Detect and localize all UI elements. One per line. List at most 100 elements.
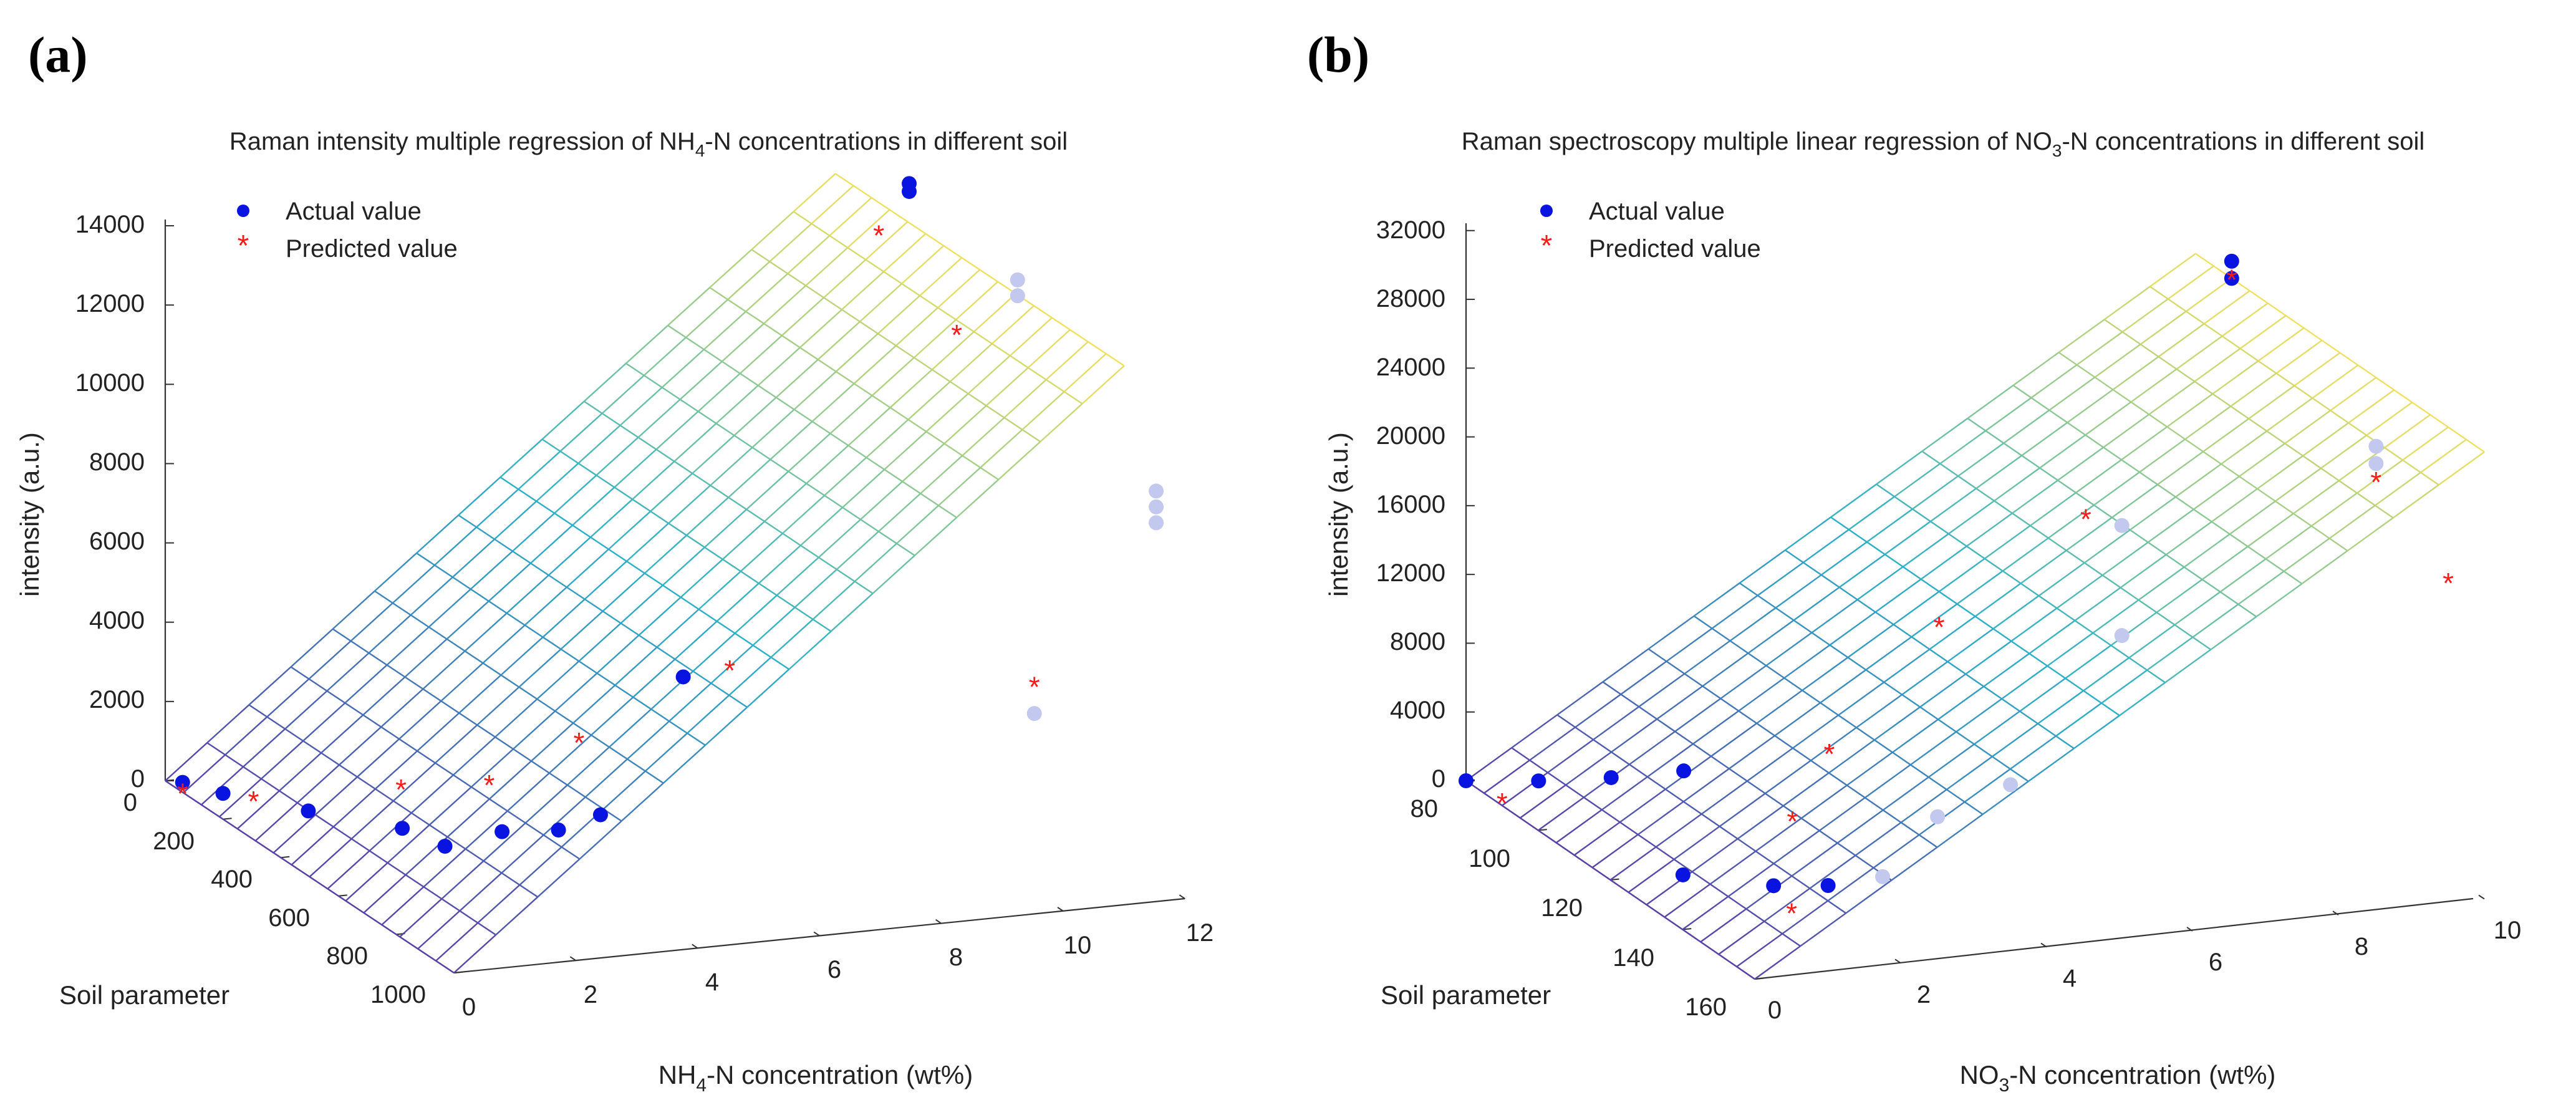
mesh-line <box>1684 673 1703 687</box>
mesh-line <box>1666 660 1686 675</box>
actual-value-point <box>675 669 691 685</box>
mesh-line <box>806 483 825 496</box>
legend-actual-marker <box>1540 205 1553 217</box>
mesh-line <box>494 698 538 738</box>
mesh-line <box>877 295 920 334</box>
mesh-line <box>1045 379 1065 393</box>
mesh-line <box>1992 595 2040 630</box>
mesh-line <box>746 669 790 708</box>
mesh-line <box>1967 385 2014 419</box>
mesh-line <box>1591 834 1639 869</box>
mesh-line <box>692 473 711 486</box>
predicted-value-point: * <box>2226 263 2237 296</box>
mesh-line <box>1555 842 1575 856</box>
mesh-line <box>1027 329 1071 369</box>
mesh-line <box>584 400 603 414</box>
mesh-line <box>219 778 262 818</box>
mesh-line <box>2230 372 2277 407</box>
mesh-line <box>2057 447 2104 481</box>
mesh-line <box>2073 715 2120 750</box>
mesh-line <box>1765 665 1785 679</box>
mesh-line <box>583 362 627 402</box>
mesh-line <box>1992 628 2012 642</box>
mesh-line <box>1664 916 1683 930</box>
mesh-line <box>733 397 777 437</box>
mesh-line <box>530 562 549 576</box>
mesh-line <box>416 552 435 566</box>
mesh-line <box>578 622 622 662</box>
mesh-line <box>2330 410 2349 424</box>
mesh-line <box>955 319 975 332</box>
mesh-line <box>1928 776 1947 791</box>
mesh-line <box>1838 682 1884 716</box>
mesh-line <box>482 624 526 664</box>
mesh-line <box>2048 376 2096 411</box>
mesh-line <box>1511 747 1530 761</box>
mesh-line <box>1673 859 1693 872</box>
mesh-line <box>991 305 1035 345</box>
mesh-line <box>183 754 226 794</box>
mesh-line <box>619 387 663 426</box>
data-points: * * * * * * * * * <box>175 176 1164 854</box>
mesh-line <box>513 748 532 762</box>
mesh-line <box>601 375 645 414</box>
mesh-line <box>183 792 202 806</box>
predicted-value-point: * <box>1824 738 1835 770</box>
legend-actual-label: Actual value <box>286 198 422 225</box>
mesh-line <box>884 468 903 483</box>
mesh-line <box>2311 492 2358 527</box>
mesh-line <box>422 650 466 690</box>
mesh-line <box>1938 558 1985 592</box>
mesh-line <box>1783 644 1831 679</box>
z-tick-label: 32000 <box>1376 216 1445 244</box>
mesh-line <box>950 380 969 395</box>
mesh-line <box>685 337 705 350</box>
mesh-line <box>841 309 861 322</box>
mesh-line <box>1737 805 1784 840</box>
mesh-line <box>920 455 963 495</box>
mesh-line <box>2093 504 2113 518</box>
mesh-line <box>440 662 484 702</box>
mesh-line <box>2094 376 2114 390</box>
mesh-line <box>351 838 370 852</box>
mesh-line <box>284 728 304 742</box>
mesh-line <box>787 273 806 286</box>
mesh-line <box>2384 447 2403 461</box>
mesh-line <box>1709 883 1729 897</box>
mesh-line <box>667 287 710 326</box>
mesh-line <box>591 734 610 748</box>
mesh-line <box>2066 516 2113 551</box>
mesh-line <box>985 405 1005 418</box>
mesh-line <box>2138 599 2158 614</box>
mesh-line <box>902 481 921 495</box>
mesh-line <box>1985 430 2004 444</box>
mesh-line <box>363 912 382 925</box>
mesh-line <box>375 788 394 802</box>
mesh-line <box>536 463 579 502</box>
mesh-line <box>645 770 664 784</box>
mesh-line <box>561 846 581 860</box>
mesh-line <box>1876 450 1922 485</box>
mesh-line <box>1803 562 1822 576</box>
mesh-line <box>2139 344 2159 357</box>
mesh-line <box>590 536 609 550</box>
mesh-line <box>332 788 376 828</box>
mesh-line <box>1894 463 1941 498</box>
mesh-line <box>554 475 597 514</box>
mesh-line <box>1800 784 1848 819</box>
mesh-line <box>2466 438 2485 453</box>
mesh-line <box>2201 546 2249 581</box>
mesh-line <box>662 546 705 586</box>
mesh-line <box>2275 372 2295 387</box>
mesh-line <box>1821 574 1840 588</box>
mesh-line <box>1773 830 1820 864</box>
mesh-line <box>2284 410 2331 445</box>
mesh-line <box>392 602 412 616</box>
mesh-line <box>435 762 454 776</box>
mesh-line <box>1010 355 1029 369</box>
mesh-line <box>1711 594 1758 629</box>
mesh-line <box>1692 710 1739 745</box>
actual-value-point <box>1149 499 1164 514</box>
mesh-line <box>423 886 443 900</box>
mesh-line <box>1727 862 1775 897</box>
